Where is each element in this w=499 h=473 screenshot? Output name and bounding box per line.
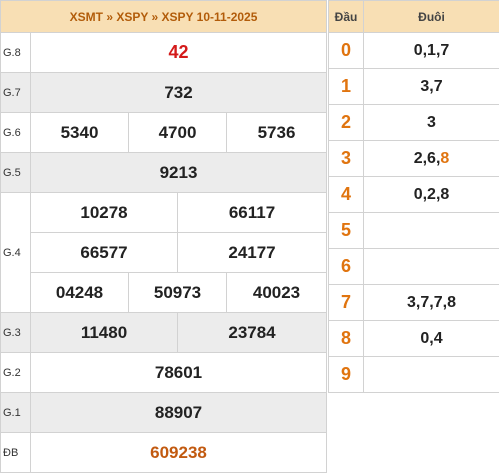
prize-g3-value-2: 23784 <box>178 313 327 353</box>
loto-tail-digits: 3,7 <box>364 69 499 105</box>
prize-db-value: 609238 <box>31 433 327 473</box>
prize-label-g6: G.6 <box>1 113 31 153</box>
loto-row: 4 0,2,8 <box>329 177 499 213</box>
loto-tail-digits: 0,1,7 <box>364 33 499 69</box>
loto-tail-text: 3,7 <box>420 78 442 95</box>
loto-tail-digits: 0,4 <box>364 321 499 357</box>
breadcrumb-current-date[interactable]: XSPY 10-11-2025 <box>162 10 258 24</box>
loto-tail-text: 0,4 <box>420 330 442 347</box>
prize-g4-value-3: 66577 <box>31 233 178 273</box>
loto-row: 3 2,6,8 <box>329 141 499 177</box>
loto-head-digit: 7 <box>329 285 364 321</box>
loto-table: Đầu Đuôi 0 0,1,7 1 3,7 2 3 3 2,6,8 4 0,2… <box>328 0 499 393</box>
loto-tail-digits <box>364 213 499 249</box>
prize-g4-value-6: 50973 <box>129 273 227 313</box>
loto-tail-highlight: 8 <box>440 150 449 167</box>
loto-row: 0 0,1,7 <box>329 33 499 69</box>
loto-row: 7 3,7,7,8 <box>329 285 499 321</box>
prize-g8-value: 42 <box>31 33 327 73</box>
prize-label-g3: G.3 <box>1 313 31 353</box>
prize-g6-value-3: 5736 <box>227 113 327 153</box>
results-panel: XSMT » XSPY » XSPY 10-11-2025 G.8 42 G.7… <box>0 0 326 472</box>
prize-g2-value: 78601 <box>31 353 327 393</box>
loto-head-digit: 0 <box>329 33 364 69</box>
loto-head-column-header: Đầu <box>329 1 364 33</box>
breadcrumb-separator: » <box>106 10 113 24</box>
prize-label-g8: G.8 <box>1 33 31 73</box>
loto-tail-digits: 2,6,8 <box>364 141 499 177</box>
prize-label-g4: G.4 <box>1 193 31 313</box>
loto-row: 9 <box>329 357 499 393</box>
prize-label-g2: G.2 <box>1 353 31 393</box>
loto-head-digit: 8 <box>329 321 364 357</box>
loto-row: 6 <box>329 249 499 285</box>
prize-label-g7: G.7 <box>1 73 31 113</box>
loto-tail-text: 3,7,7,8 <box>407 294 456 311</box>
prize-g4-value-7: 40023 <box>227 273 327 313</box>
loto-row: 8 0,4 <box>329 321 499 357</box>
results-header: XSMT » XSPY » XSPY 10-11-2025 <box>1 1 327 33</box>
loto-head-digit: 6 <box>329 249 364 285</box>
loto-tail-text: 0,2,8 <box>414 186 450 203</box>
loto-tail-text: 0,1,7 <box>414 42 450 59</box>
prize-g4-value-4: 24177 <box>178 233 327 273</box>
loto-row: 5 <box>329 213 499 249</box>
loto-head-digit: 1 <box>329 69 364 105</box>
breadcrumb-xspy[interactable]: XSPY <box>116 10 148 24</box>
loto-tail-digits: 3,7,7,8 <box>364 285 499 321</box>
loto-head-digit: 9 <box>329 357 364 393</box>
breadcrumb-xsmt[interactable]: XSMT <box>70 10 103 24</box>
prize-label-g1: G.1 <box>1 393 31 433</box>
breadcrumb-separator: » <box>152 10 159 24</box>
prize-g4-value-1: 10278 <box>31 193 178 233</box>
loto-row: 1 3,7 <box>329 69 499 105</box>
loto-head-digit: 3 <box>329 141 364 177</box>
prize-g5-value: 9213 <box>31 153 327 193</box>
prize-g4-value-2: 66117 <box>178 193 327 233</box>
loto-head-digit: 2 <box>329 105 364 141</box>
prize-label-db: ĐB <box>1 433 31 473</box>
loto-head-digit: 4 <box>329 177 364 213</box>
prize-g6-value-1: 5340 <box>31 113 129 153</box>
results-table: XSMT » XSPY » XSPY 10-11-2025 G.8 42 G.7… <box>0 0 327 473</box>
prize-g1-value: 88907 <box>31 393 327 433</box>
loto-tail-digits <box>364 357 499 393</box>
loto-tail-digits <box>364 249 499 285</box>
loto-row: 2 3 <box>329 105 499 141</box>
loto-head-digit: 5 <box>329 213 364 249</box>
loto-tail-text: 2,6, <box>414 150 441 167</box>
loto-panel: Đầu Đuôi 0 0,1,7 1 3,7 2 3 3 2,6,8 4 0,2… <box>328 0 499 393</box>
prize-g6-value-2: 4700 <box>129 113 227 153</box>
prize-label-g5: G.5 <box>1 153 31 193</box>
prize-g3-value-1: 11480 <box>31 313 178 353</box>
loto-tail-text: 3 <box>427 114 436 131</box>
prize-g4-value-5: 04248 <box>31 273 129 313</box>
loto-tail-column-header: Đuôi <box>364 1 499 33</box>
loto-tail-digits: 3 <box>364 105 499 141</box>
loto-tail-digits: 0,2,8 <box>364 177 499 213</box>
prize-g7-value: 732 <box>31 73 327 113</box>
